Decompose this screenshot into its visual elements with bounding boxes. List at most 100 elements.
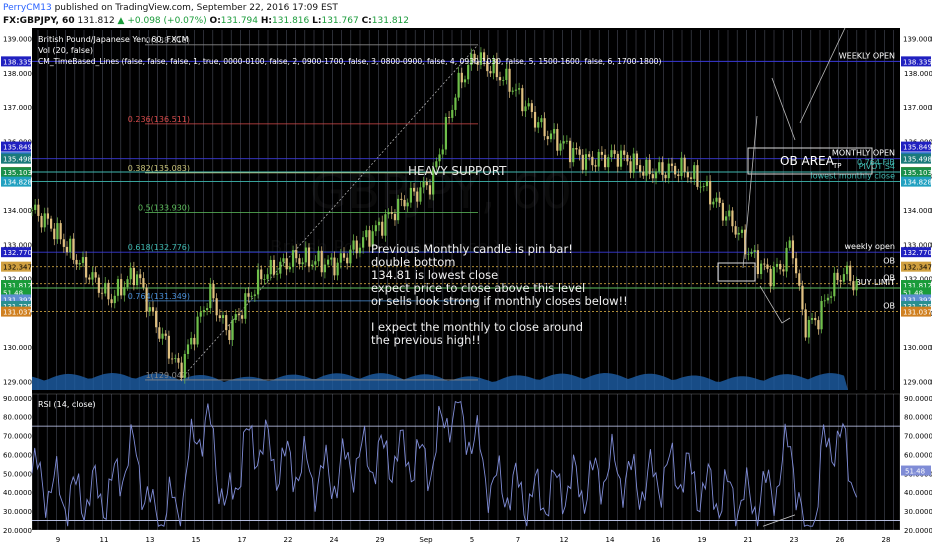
candle-body [629,161,632,173]
close-value: 131.812 [371,16,409,26]
time-tick: 19 [698,536,707,544]
price-badge [901,56,931,67]
candle-body [244,293,247,319]
candle-body [699,186,702,188]
rsi-line [31,400,858,527]
candle-body [533,111,537,128]
candle-body [562,141,565,144]
ob-area-label: OB AREA [780,154,835,168]
watermark-symbol: GBPJPY, 60 [310,164,572,220]
candle-body [836,272,839,281]
candle-body [126,279,129,288]
rsi-tick-left: 90.0000 [3,395,32,403]
candle-body [677,174,680,177]
horizontal-level-label: OB [883,274,895,283]
candle-body [553,129,556,134]
price-badge-left [1,294,31,305]
candle-body [387,212,390,215]
candle-body [358,247,362,254]
candle-body [731,210,734,227]
candle-body [502,80,505,81]
price-badge-value: 137.000 [903,104,932,112]
price-badge-left-value: 132.770 [3,249,32,257]
candle-body [69,238,72,253]
candle-body [381,221,384,236]
candle-body [651,174,654,179]
candle-body [183,353,186,378]
fib-right-label: 0.764 FIB [857,158,895,167]
candle-body [486,61,489,72]
candle-body [702,186,705,187]
horizontal-level-label: MONTHLY OPEN [832,149,895,158]
candle-body [581,154,584,170]
rsi-tick: 90.0000 [904,395,932,403]
candle-body [610,150,613,158]
price-badge-left-value: 134.828 [3,179,32,187]
candle-body [129,267,132,280]
candle-body [56,223,59,240]
candle-body [572,148,575,163]
price-badge-left-value: 51.48 [3,289,23,297]
candle-body [100,292,104,294]
candle-body [795,258,798,274]
price-badge [901,280,931,291]
rsi-tick: 80.0000 [904,414,932,422]
candle-body [600,151,603,155]
candle-body [81,257,85,263]
chart-canvas[interactable]: GBPJPY, 60 British Pound / Japanese Yen 0(… [0,28,932,550]
candle-body [463,79,467,83]
candle-body [416,191,419,202]
candle-body [397,198,400,221]
candle-body [556,129,559,151]
candle-body [342,253,346,258]
legend-volume: Vol (20, false) [38,46,93,55]
candle-body [473,53,476,62]
heavy-support-label: HEAVY SUPPORT [408,164,507,178]
candle-body [492,58,495,74]
candle-body [435,161,438,168]
high-value: 131.816 [272,16,310,26]
candle-body [419,187,422,202]
candle-body [594,165,597,167]
time-axis-strip [0,530,932,550]
price-badge-value: 131.392 [903,296,932,304]
price-badge-left [1,342,31,353]
time-tick: 26 [836,536,845,544]
price-badge-left-value: 135.103 [3,169,32,177]
candle-body [635,153,639,166]
candle-body [444,117,447,150]
rsi-tick-left: 40.0000 [3,489,32,497]
candle-body [62,239,65,247]
time-tick: 17 [238,536,247,544]
candle-body [365,230,368,238]
candle-body [330,257,333,260]
price-badge [901,176,931,187]
candle-body [30,210,34,211]
open-value: 131.794 [220,16,259,26]
time-tick: 14 [606,536,615,544]
price-badge-left-value: 134.000 [3,207,32,215]
rsi-pane [31,393,901,531]
price-tick-left: 132.000 [3,276,32,284]
candle-body [645,159,648,176]
candle-body [120,279,123,296]
candle-body [94,272,97,278]
price-badge-value: 131.037 [903,309,932,317]
candle-body [807,320,810,338]
price-badge [901,141,931,152]
candle-body [377,221,381,226]
candle-body [247,293,250,297]
price-badge-left [1,167,31,178]
low-value: 131.767 [321,16,359,26]
candle-body [307,247,311,267]
candle-body [737,232,740,235]
last-price: 131.812 [77,16,115,26]
candle-body [750,251,753,254]
rsi-tick-left: 70.0000 [3,433,32,441]
price-badge-left [1,102,31,113]
author-link[interactable]: PerryCM13 [3,3,52,13]
candle-body [43,213,46,228]
candle-body [266,274,269,280]
candle-body [667,163,670,179]
candle-body [231,319,234,340]
